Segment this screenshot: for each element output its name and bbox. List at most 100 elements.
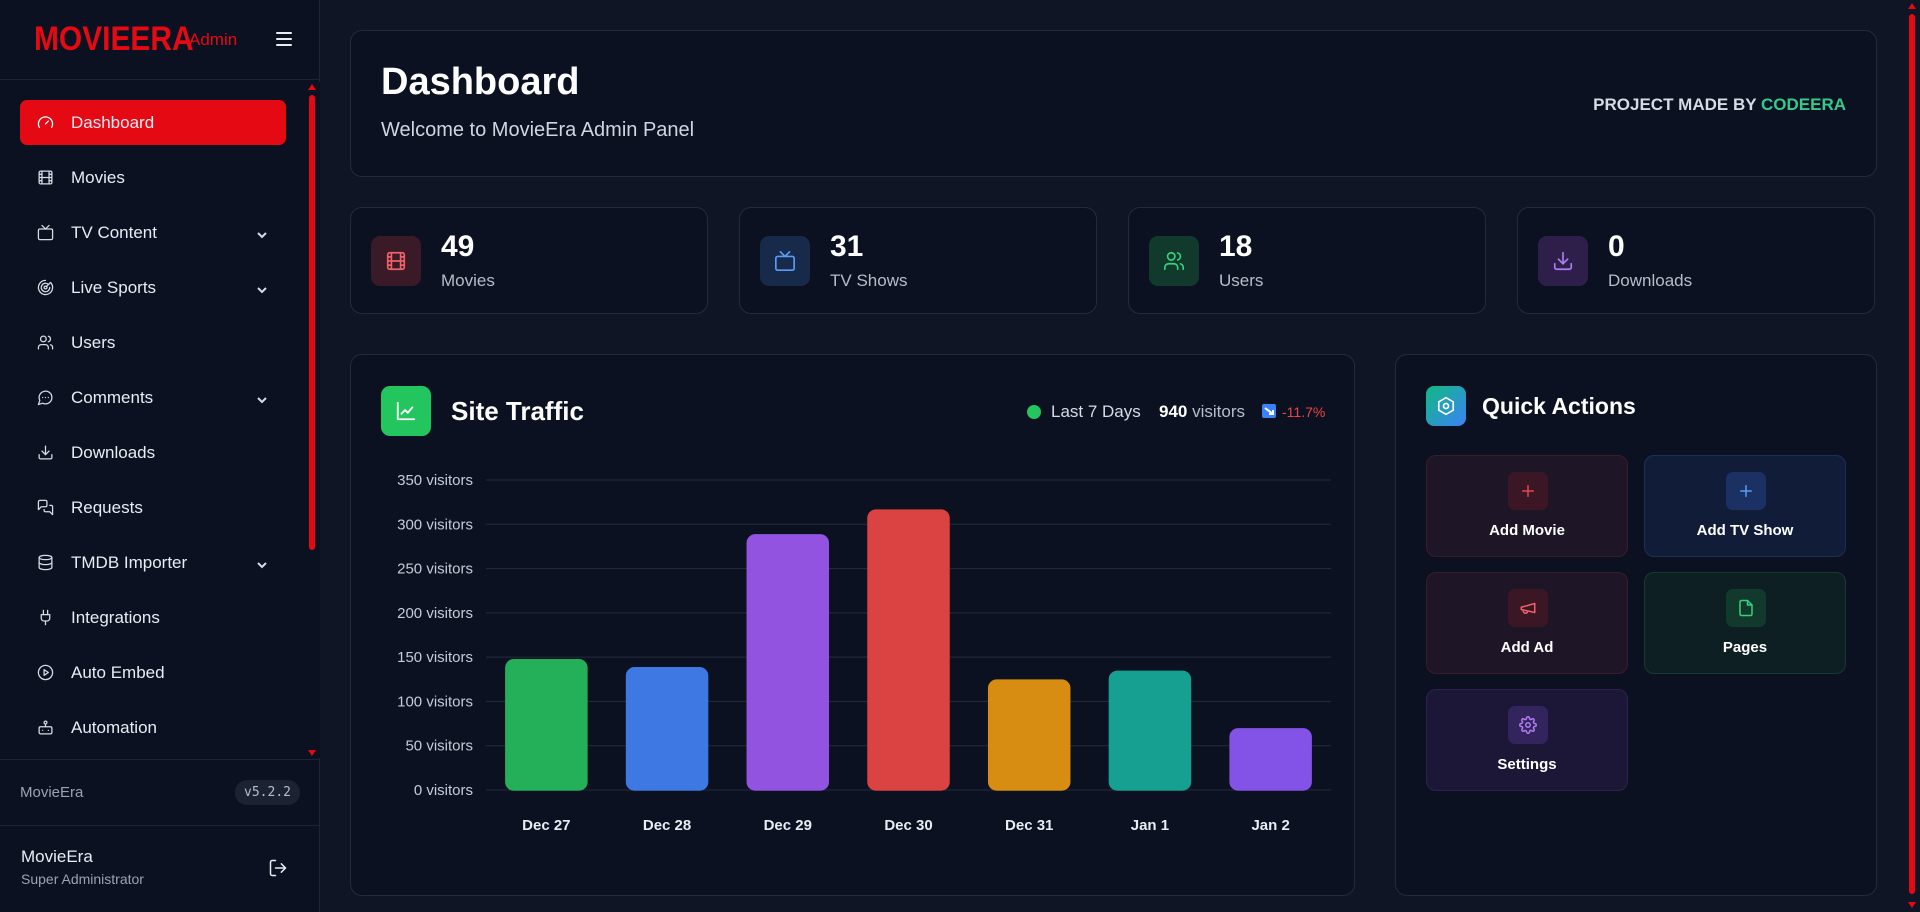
page-scroll-thumb[interactable] bbox=[1909, 14, 1915, 894]
sidebar-item-auto-embed[interactable]: Auto Embed bbox=[20, 650, 286, 695]
sidebar-item-movies[interactable]: Movies bbox=[20, 155, 286, 200]
plus-icon bbox=[1508, 472, 1548, 510]
visitors-label: visitors bbox=[1192, 402, 1246, 421]
sidebar-item-label: Integrations bbox=[71, 607, 160, 627]
page-scroll-up-icon[interactable] bbox=[1908, 3, 1916, 9]
version-row: MovieEra v5.2.2 bbox=[0, 760, 320, 826]
visitors-count: 940 bbox=[1159, 402, 1188, 421]
hexagon-target-icon bbox=[1426, 386, 1466, 426]
admin-tag: Admin bbox=[189, 30, 238, 49]
quick-action-label: Settings bbox=[1497, 756, 1557, 773]
x-tick-label: Dec 29 bbox=[764, 817, 812, 834]
sidebar-scroll-thumb[interactable] bbox=[309, 95, 315, 550]
sidebar-item-downloads[interactable]: Downloads bbox=[20, 430, 286, 475]
sidebar-item-automation[interactable]: Automation bbox=[20, 705, 286, 750]
y-tick-label: 300 visitors bbox=[397, 516, 473, 533]
y-tick-label: 350 visitors bbox=[397, 472, 473, 489]
quick-action-label: Add Movie bbox=[1489, 522, 1565, 539]
bar-dec-31[interactable] bbox=[987, 679, 1071, 791]
scroll-up-arrow-icon[interactable] bbox=[308, 84, 316, 90]
sidebar: MOVIEERA Admin Dashboard Movies TV Content… bbox=[0, 0, 320, 912]
sidebar-item-tmdb-importer[interactable]: TMDB Importer bbox=[20, 540, 286, 585]
x-tick-label: Dec 27 bbox=[522, 817, 570, 834]
logo[interactable]: MOVIEERA bbox=[34, 20, 194, 58]
project-credit: PROJECT MADE BY CODEERA bbox=[1593, 95, 1846, 115]
plus-icon bbox=[1726, 472, 1766, 510]
sidebar-item-label: Comments bbox=[71, 387, 154, 407]
y-tick-label: 250 visitors bbox=[397, 561, 473, 578]
tv-icon bbox=[760, 236, 810, 286]
users-icon bbox=[1149, 236, 1199, 286]
y-tick-label: 0 visitors bbox=[414, 782, 473, 799]
sidebar-item-comments[interactable]: Comments bbox=[20, 375, 286, 420]
sidebar-item-dashboard[interactable]: Dashboard bbox=[20, 100, 286, 145]
stat-label: Downloads bbox=[1608, 271, 1693, 290]
stat-value: 18 bbox=[1219, 230, 1253, 263]
x-tick-label: Dec 30 bbox=[884, 817, 932, 834]
sidebar-item-label: Live Sports bbox=[71, 277, 157, 297]
logout-icon[interactable] bbox=[268, 858, 288, 878]
quick-actions-card: Quick Actions Add Movie Add TV Show Add Ad… bbox=[1395, 354, 1877, 896]
brand: MOVIEERA Admin bbox=[0, 0, 319, 80]
quick-action-label: Add Ad bbox=[1500, 639, 1554, 656]
sidebar-item-label: TMDB Importer bbox=[71, 552, 188, 572]
sidebar-item-users[interactable]: Users bbox=[20, 320, 286, 365]
bot-icon bbox=[36, 719, 54, 737]
stat-card-movies[interactable]: 49 Movies bbox=[350, 207, 708, 314]
x-tick-label: Dec 31 bbox=[1005, 817, 1053, 834]
visitors-summary: 940 visitors bbox=[1159, 402, 1245, 422]
live-status-dot bbox=[1027, 405, 1041, 419]
trend-percentage: -11.7% bbox=[1282, 404, 1326, 420]
page-scroll-down-icon[interactable] bbox=[1908, 902, 1916, 908]
sidebar-item-integrations[interactable]: Integrations bbox=[20, 595, 286, 640]
x-tick-label: Jan 2 bbox=[1251, 817, 1289, 834]
site-traffic-card: Site Traffic Last 7 Days 940 visitors -1… bbox=[350, 354, 1355, 896]
traffic-bar-chart: 0 visitors 50 visitors 100 visitors 150 vis… bbox=[397, 472, 1331, 834]
bar-jan-1[interactable] bbox=[1108, 670, 1192, 791]
stat-label: Users bbox=[1219, 271, 1264, 290]
sidebar-item-requests[interactable]: Requests bbox=[20, 485, 286, 530]
users-icon bbox=[36, 334, 54, 352]
file-icon bbox=[1726, 589, 1766, 627]
bar-dec-28[interactable] bbox=[625, 667, 709, 791]
bar-dec-27[interactable] bbox=[505, 659, 588, 791]
chevron-down-icon[interactable] bbox=[256, 556, 268, 569]
megaphone-icon bbox=[1508, 589, 1548, 627]
sidebar-item-label: Dashboard bbox=[71, 112, 155, 132]
sidebar-item-label: TV Content bbox=[71, 222, 157, 242]
sidebar-item-tv-content[interactable]: TV Content bbox=[20, 210, 286, 255]
page-title: Dashboard bbox=[381, 61, 580, 103]
y-tick-label: 150 visitors bbox=[397, 649, 473, 666]
page-subtitle: Welcome to MovieEra Admin Panel bbox=[381, 119, 695, 141]
quick-action-label: Add TV Show bbox=[1696, 522, 1794, 539]
bar-jan-2[interactable] bbox=[1229, 728, 1312, 791]
settings-button[interactable]: Settings bbox=[1426, 689, 1628, 791]
y-tick-label: 200 visitors bbox=[397, 605, 473, 622]
add-movie-button[interactable]: Add Movie bbox=[1426, 455, 1628, 557]
chevron-down-icon[interactable] bbox=[256, 391, 268, 404]
sidebar-item-label: Movies bbox=[71, 167, 125, 187]
scroll-down-arrow-icon[interactable] bbox=[308, 750, 316, 756]
menu-toggle-icon[interactable] bbox=[276, 32, 292, 46]
credit-name[interactable]: CODEERA bbox=[1760, 95, 1846, 114]
dashboard-header: Dashboard Welcome to MovieEra Admin Pane… bbox=[350, 30, 1877, 177]
chevron-down-icon[interactable] bbox=[256, 226, 268, 239]
stat-card-downloads[interactable]: 0 Downloads bbox=[1517, 207, 1875, 314]
sidebar-item-label: Users bbox=[71, 332, 116, 352]
bar-dec-30[interactable] bbox=[867, 509, 950, 791]
stat-card-tv-shows[interactable]: 31 TV Shows bbox=[739, 207, 1097, 314]
bar-dec-29[interactable] bbox=[746, 534, 830, 791]
chevron-down-icon[interactable] bbox=[256, 281, 268, 294]
download-icon bbox=[36, 444, 54, 462]
add-ad-button[interactable]: Add Ad bbox=[1426, 572, 1628, 674]
stat-card-users[interactable]: 18 Users bbox=[1128, 207, 1486, 314]
add-tv-show-button[interactable]: Add TV Show bbox=[1644, 455, 1846, 557]
range-label[interactable]: Last 7 Days bbox=[1051, 402, 1141, 421]
pages-button[interactable]: Pages bbox=[1644, 572, 1846, 674]
sidebar-item-live-sports[interactable]: Live Sports bbox=[20, 265, 286, 310]
messages-square-icon bbox=[36, 499, 54, 517]
stat-value: 31 bbox=[830, 230, 864, 263]
credit-prefix: PROJECT MADE BY bbox=[1593, 95, 1761, 114]
y-tick-label: 100 visitors bbox=[397, 693, 473, 710]
download-icon bbox=[1538, 236, 1588, 286]
